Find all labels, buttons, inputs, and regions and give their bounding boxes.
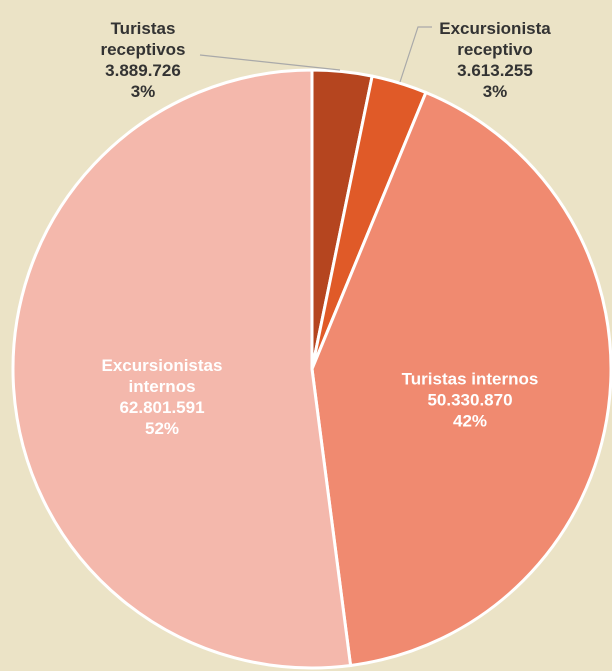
slice-label: Turistas internos 50.330.870 42% (402, 369, 539, 432)
label-name: Turistas internos (401, 369, 539, 389)
label-percent: 3% (482, 82, 508, 101)
pie-slice (11, 68, 353, 670)
slice-label: Turistas receptivos 3.889.726 3% (78, 18, 208, 102)
pie-slice (310, 90, 612, 668)
leader-line (399, 26, 432, 83)
leader-line (199, 54, 341, 71)
label-value: 50.330.870 (427, 390, 513, 410)
label-percent: 3% (130, 82, 156, 101)
label-name: Turistas receptivos (100, 19, 186, 59)
label-name: Excursionista receptivo (439, 19, 551, 59)
label-name: Excursionistas internos (101, 356, 223, 396)
label-percent: 42% (452, 411, 488, 431)
label-value: 3.613.255 (457, 61, 533, 80)
label-percent: 52% (144, 419, 180, 438)
slice-label: Excursionistas internos 62.801.591 52% (82, 355, 242, 439)
slice-label: Excursionista receptivo 3.613.255 3% (430, 18, 560, 102)
label-value: 3.889.726 (105, 61, 181, 80)
label-value: 62.801.591 (119, 398, 205, 417)
